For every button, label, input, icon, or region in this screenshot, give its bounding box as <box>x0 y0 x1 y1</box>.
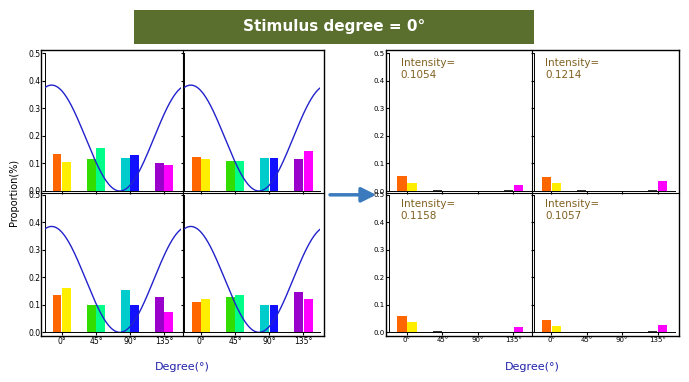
Text: Degree(°): Degree(°) <box>505 362 559 372</box>
Bar <box>304 151 313 191</box>
Bar <box>294 293 303 332</box>
Bar <box>192 157 200 191</box>
Bar <box>165 165 174 191</box>
Bar <box>155 296 164 332</box>
Bar <box>236 161 245 191</box>
Bar <box>398 316 407 332</box>
Bar <box>62 162 71 191</box>
Bar <box>407 322 417 332</box>
Text: Intensity=
0.1214: Intensity= 0.1214 <box>545 58 599 80</box>
Bar <box>121 290 130 332</box>
Bar <box>433 331 442 332</box>
Bar <box>407 183 417 191</box>
Bar <box>433 190 442 191</box>
Bar <box>96 305 105 332</box>
Bar <box>52 154 61 191</box>
Bar <box>552 183 561 191</box>
Bar <box>577 190 586 191</box>
Text: Proportion(%): Proportion(%) <box>9 159 19 227</box>
Bar <box>130 305 139 332</box>
Bar <box>165 312 174 332</box>
Text: Stimulus degree = 0°: Stimulus degree = 0° <box>243 19 425 34</box>
Bar <box>121 158 130 191</box>
Bar <box>236 295 245 332</box>
Bar <box>513 327 523 332</box>
Bar <box>269 158 278 191</box>
Bar <box>130 155 139 191</box>
Bar <box>87 305 96 332</box>
Bar <box>201 299 210 332</box>
Text: Intensity=
0.1054: Intensity= 0.1054 <box>400 58 455 80</box>
Bar <box>294 159 303 191</box>
Bar <box>304 299 313 332</box>
Text: Intensity=
0.1057: Intensity= 0.1057 <box>545 199 599 221</box>
Bar <box>269 305 278 332</box>
Bar <box>658 181 667 191</box>
Bar <box>52 295 61 332</box>
Text: Degree(°): Degree(°) <box>155 362 210 372</box>
Bar <box>201 159 210 191</box>
Bar <box>87 159 96 191</box>
Bar <box>398 176 407 191</box>
Bar <box>542 177 551 191</box>
Bar <box>513 185 523 191</box>
Bar <box>226 161 235 191</box>
Bar <box>192 302 200 332</box>
Bar <box>648 190 657 191</box>
Bar <box>260 158 269 191</box>
Bar <box>648 331 657 332</box>
Bar <box>62 288 71 332</box>
Bar <box>226 296 235 332</box>
Bar <box>260 305 269 332</box>
Text: Intensity=
0.1158: Intensity= 0.1158 <box>400 199 455 221</box>
Bar <box>542 320 551 332</box>
Bar <box>552 326 561 332</box>
Bar <box>96 148 105 191</box>
Bar <box>155 163 164 191</box>
Bar <box>658 325 667 332</box>
